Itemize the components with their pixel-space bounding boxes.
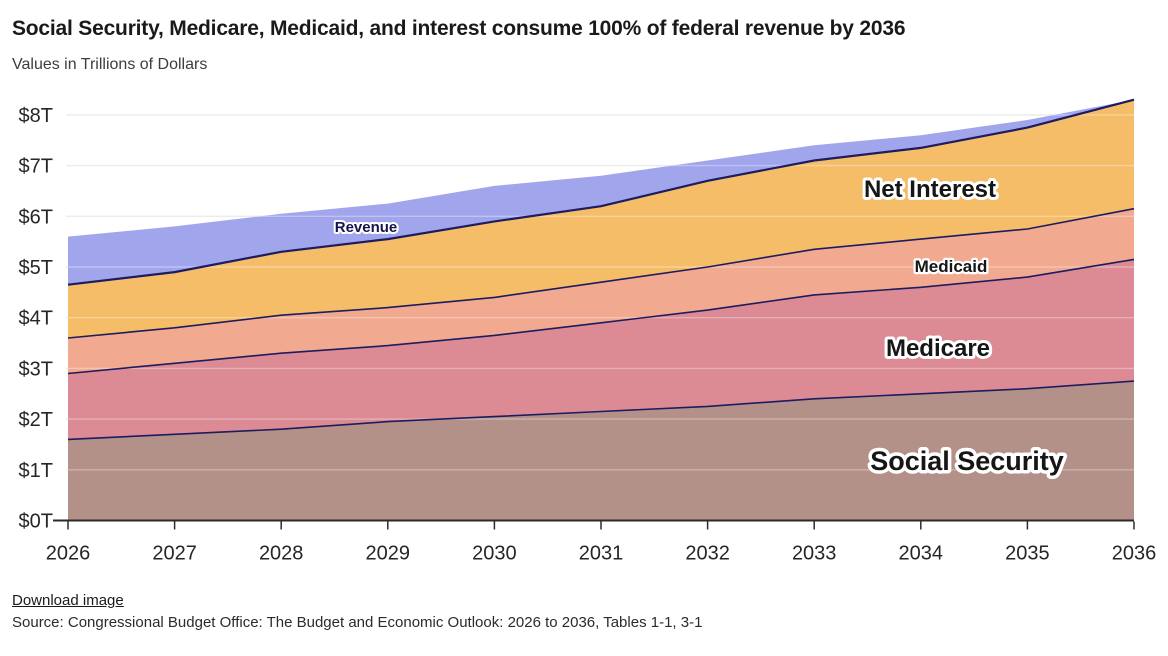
area-medicare: [68, 259, 1134, 440]
x-tick-label: 2033: [792, 543, 837, 565]
area-label-social-security: Social Security: [870, 446, 1064, 476]
boundary-net-interest: [67, 98, 1135, 286]
boundary-medicaid: [67, 207, 1135, 339]
x-tick-label: 2032: [685, 543, 730, 565]
x-tick-label: 2028: [259, 543, 304, 565]
chart-title: Social Security, Medicare, Medicaid, and…: [12, 17, 906, 40]
y-tick-label: $3T: [19, 358, 53, 380]
area-label-net-interest: Net Interest: [864, 176, 996, 203]
boundary-medicare: [67, 258, 1135, 375]
x-tick-label: 2029: [366, 543, 411, 565]
area-net-interest: [68, 99, 1134, 338]
x-tick-label: 2030: [472, 543, 517, 565]
x-tick-label: 2036: [1112, 543, 1157, 565]
x-tick-label: 2027: [152, 543, 197, 565]
x-tick-label: 2034: [899, 543, 944, 565]
y-tick-label: $1T: [19, 460, 53, 482]
x-tick-label: 2035: [1005, 543, 1050, 565]
y-tick-label: $4T: [19, 308, 53, 330]
y-tick-label: $7T: [19, 156, 53, 178]
download-image-link[interactable]: Download image: [12, 592, 124, 609]
revenue-area: [68, 99, 1134, 285]
y-tick-label: $5T: [19, 257, 53, 279]
y-tick-label: $8T: [19, 105, 53, 127]
y-tick-label: $6T: [19, 206, 53, 228]
area-social-security: [68, 381, 1134, 521]
boundary-social-security: [67, 380, 1135, 441]
y-tick-label: $2T: [19, 409, 53, 431]
area-label-medicare: Medicare: [886, 335, 990, 362]
y-tick-label: $0T: [19, 511, 53, 533]
source-note: Source: Congressional Budget Office: The…: [12, 614, 703, 631]
chart-subtitle: Values in Trillions of Dollars: [12, 56, 208, 73]
area-label-revenue: Revenue: [335, 219, 398, 236]
area-medicaid: [68, 208, 1134, 374]
area-label-medicaid: Medicaid: [915, 257, 988, 276]
x-tick-label: 2031: [579, 543, 624, 565]
x-tick-label: 2026: [46, 543, 91, 565]
